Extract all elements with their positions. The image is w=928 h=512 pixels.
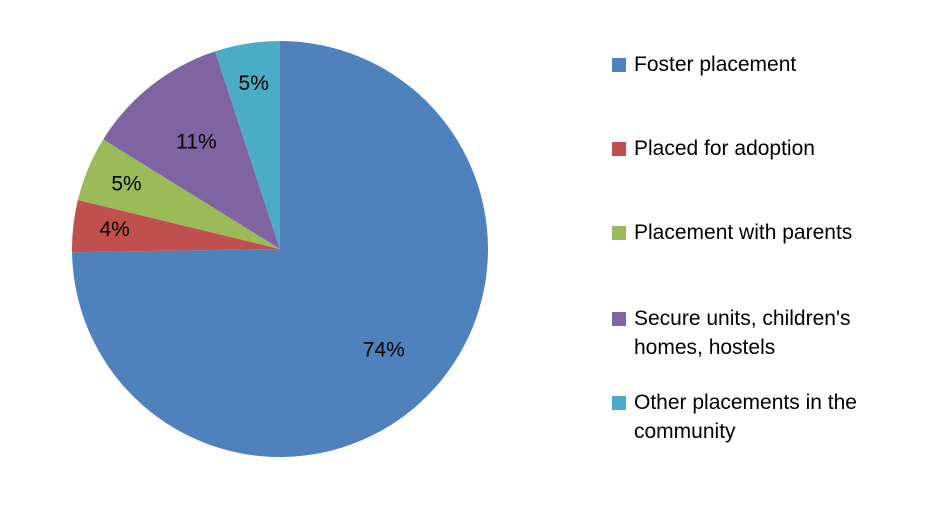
legend-swatch	[612, 312, 626, 326]
legend-item-placement-with-parents: Placement with parents	[612, 218, 914, 247]
pie-slice-placement-with-parents	[77, 139, 281, 249]
legend-swatch	[612, 226, 626, 240]
pie-slice-placed-for-adoption	[72, 199, 281, 253]
pie-slice-secure-units-children-s-homes-hostels	[103, 51, 280, 249]
legend-item-foster-placement: Foster placement	[612, 50, 914, 79]
pie-slice-other-placements-in-the-community	[215, 41, 280, 249]
pie-slices	[72, 41, 489, 457]
legend-item-placed-for-adoption: Placed for adoption	[612, 134, 914, 163]
slice-label: 4%	[99, 218, 129, 241]
slice-label: 11%	[176, 130, 216, 153]
legend-label: Placed for adoption	[634, 137, 815, 160]
legend-swatch	[612, 142, 626, 156]
slice-label: 74%	[363, 339, 405, 362]
pie-slice-foster-placement	[72, 41, 489, 457]
legend-label: Other placements in the community	[634, 391, 857, 443]
legend-swatch	[612, 58, 626, 72]
legend-label: Secure units, children's homes, hostels	[634, 307, 851, 359]
legend-label: Placement with parents	[634, 221, 853, 244]
slice-labels: 74% 4% 5% 11% 5%	[99, 72, 404, 361]
slice-label: 5%	[239, 72, 269, 95]
legend-item-secure-units: Secure units, children's homes, hostels	[612, 304, 914, 362]
legend-label: Foster placement	[634, 53, 797, 76]
legend-item-other-placements: Other placements in the community	[612, 388, 914, 446]
legend-swatch	[612, 396, 626, 410]
slice-label: 5%	[111, 172, 141, 195]
